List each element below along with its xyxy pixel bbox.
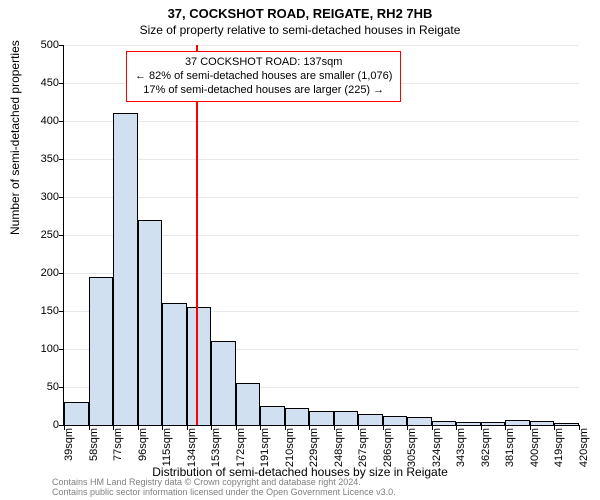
ytick-mark (59, 349, 64, 350)
histogram-bar (309, 411, 334, 425)
chart-page: 37, COCKSHOT ROAD, REIGATE, RH2 7HB Size… (0, 0, 600, 500)
histogram-bar (432, 421, 457, 425)
ytick-label: 400 (19, 115, 59, 127)
histogram-bar (113, 113, 138, 425)
histogram-bar (383, 416, 408, 425)
ytick-mark (59, 159, 64, 160)
footer-line: Contains public sector information licen… (52, 488, 396, 498)
ytick-label: 500 (19, 39, 59, 51)
grid-line (64, 159, 579, 160)
annotation-box: 37 COCKSHOT ROAD: 137sqm← 82% of semi-de… (126, 51, 401, 102)
ytick-mark (59, 387, 64, 388)
ytick-label: 250 (19, 229, 59, 241)
ytick-mark (59, 311, 64, 312)
ytick-mark (59, 197, 64, 198)
page-title: 37, COCKSHOT ROAD, REIGATE, RH2 7HB (0, 0, 600, 21)
ytick-label: 150 (19, 305, 59, 317)
y-axis-label: Number of semi-detached properties (8, 40, 22, 235)
histogram-bar (89, 277, 114, 425)
histogram-bar (505, 420, 530, 425)
footer-attribution: Contains HM Land Registry data © Crown c… (52, 478, 396, 498)
ytick-label: 0 (19, 419, 59, 431)
histogram-bar (162, 303, 187, 425)
chart-plot-area: 37 COCKSHOT ROAD: 137sqm← 82% of semi-de… (63, 45, 579, 426)
histogram-bar (456, 422, 481, 425)
ytick-mark (59, 273, 64, 274)
ytick-label: 50 (19, 381, 59, 393)
histogram-bar (358, 414, 383, 425)
histogram-bar (407, 417, 432, 425)
annotation-line: ← 82% of semi-detached houses are smalle… (135, 70, 392, 84)
histogram-bar (285, 408, 310, 425)
ytick-label: 450 (19, 77, 59, 89)
annotation-line: 17% of semi-detached houses are larger (… (135, 84, 392, 98)
histogram-bar (138, 220, 163, 425)
histogram-bar (481, 422, 506, 425)
ytick-label: 300 (19, 191, 59, 203)
histogram-bar (334, 411, 359, 425)
ytick-mark (59, 121, 64, 122)
grid-line (64, 45, 579, 46)
histogram-bar (236, 383, 261, 425)
histogram-bar (260, 406, 285, 425)
grid-line (64, 197, 579, 198)
histogram-bar (530, 421, 555, 425)
ytick-label: 350 (19, 153, 59, 165)
histogram-bar (554, 423, 579, 425)
histogram-bar (187, 307, 212, 425)
ytick-mark (59, 83, 64, 84)
annotation-line: 37 COCKSHOT ROAD: 137sqm (135, 56, 392, 70)
ytick-mark (59, 45, 64, 46)
histogram-bar (211, 341, 236, 425)
ytick-label: 200 (19, 267, 59, 279)
grid-line (64, 121, 579, 122)
page-subtitle: Size of property relative to semi-detach… (0, 21, 600, 37)
ytick-label: 100 (19, 343, 59, 355)
histogram-bar (64, 402, 89, 425)
ytick-mark (59, 235, 64, 236)
